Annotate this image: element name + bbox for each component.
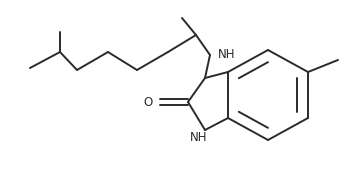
Text: NH: NH bbox=[218, 48, 235, 61]
Text: O: O bbox=[144, 95, 153, 109]
Text: NH: NH bbox=[190, 131, 207, 144]
